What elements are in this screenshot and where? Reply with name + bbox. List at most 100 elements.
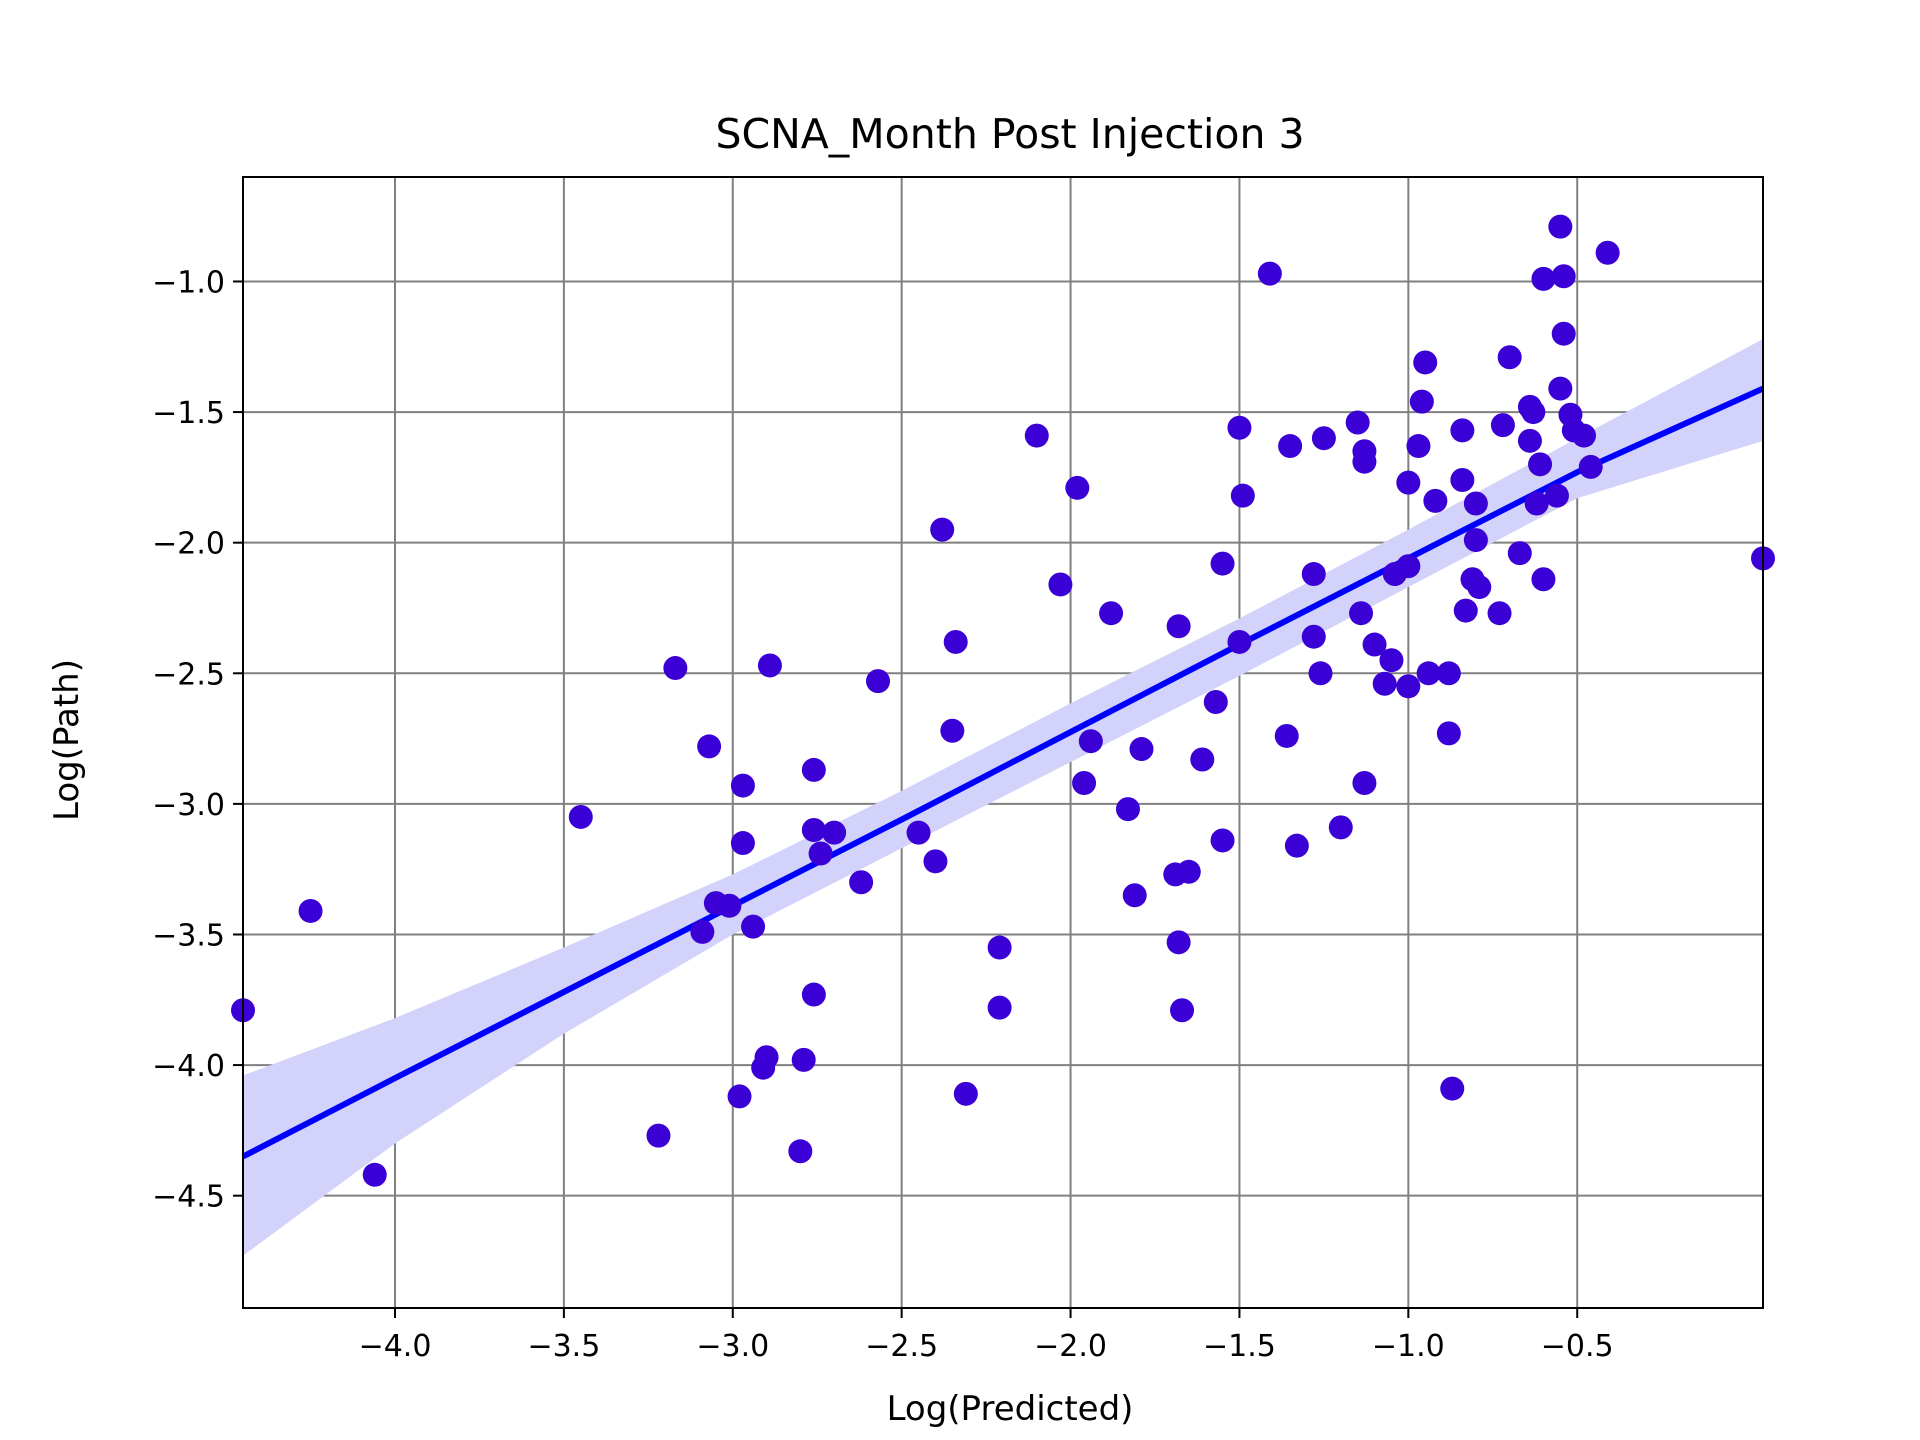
data-point	[866, 669, 891, 694]
data-point	[1453, 598, 1478, 623]
data-point	[1115, 797, 1140, 822]
data-point	[690, 919, 715, 944]
data-point	[1352, 770, 1377, 795]
data-point	[1463, 491, 1488, 516]
data-point	[953, 1081, 978, 1106]
data-point	[1467, 575, 1492, 600]
data-point	[822, 820, 847, 845]
data-point	[1463, 528, 1488, 553]
data-point	[1524, 491, 1549, 516]
data-point	[298, 898, 323, 923]
data-point	[663, 656, 688, 681]
data-point	[943, 629, 968, 654]
y-tick-label: −4.0	[152, 1049, 225, 1084]
data-point	[1423, 488, 1448, 513]
data-point	[1257, 261, 1282, 286]
x-tick-label: −1.5	[1203, 1329, 1276, 1364]
data-point	[1571, 423, 1596, 448]
data-point	[1521, 400, 1546, 425]
data-point	[1024, 423, 1049, 448]
y-tick-label: −4.5	[152, 1180, 225, 1215]
data-point	[940, 718, 965, 743]
x-axis-label: Log(Predicted)	[887, 1389, 1134, 1429]
x-tick-label: −3.5	[527, 1329, 600, 1364]
data-point	[697, 734, 722, 759]
data-point	[1450, 418, 1475, 443]
data-point	[757, 653, 782, 678]
data-point	[801, 818, 826, 843]
data-point	[1072, 770, 1097, 795]
data-point	[1578, 454, 1603, 479]
data-point	[1328, 815, 1353, 840]
data-point	[1531, 266, 1556, 291]
data-point	[754, 1045, 779, 1070]
data-point	[1372, 671, 1397, 696]
data-point	[1227, 415, 1252, 440]
data-point	[1230, 483, 1255, 508]
data-point	[1379, 648, 1404, 673]
data-point	[1528, 452, 1553, 477]
data-point	[1284, 833, 1309, 858]
x-tick-label: −3.0	[696, 1329, 769, 1364]
data-point	[788, 1139, 813, 1164]
data-point	[362, 1162, 387, 1187]
data-point	[1396, 674, 1421, 699]
data-point	[1517, 428, 1542, 453]
y-tick-label: −1.5	[152, 396, 225, 431]
data-point	[1487, 601, 1512, 626]
data-point	[730, 773, 755, 798]
y-tick-label: −2.0	[152, 527, 225, 562]
data-point	[646, 1123, 671, 1148]
y-tick-label: −3.5	[152, 918, 225, 953]
data-point	[1595, 240, 1620, 265]
data-point	[808, 841, 833, 866]
x-axis-ticks: −4.0 −3.5 −3.0 −2.5 −2.0 −1.5 −1.0 −0.5	[359, 1308, 1614, 1364]
data-point	[730, 831, 755, 856]
data-point	[1227, 629, 1252, 654]
data-point	[906, 820, 931, 845]
data-point	[1203, 690, 1228, 715]
data-point	[1166, 930, 1191, 955]
data-point	[1396, 554, 1421, 579]
data-point	[1349, 601, 1374, 626]
x-tick-label: −2.0	[1034, 1329, 1107, 1364]
data-point	[1278, 434, 1303, 459]
scatter-points	[231, 214, 1775, 1187]
x-tick-label: −2.5	[865, 1329, 938, 1364]
data-point	[1099, 601, 1124, 626]
regression-line	[241, 385, 1765, 1160]
data-point	[1436, 721, 1461, 746]
data-point	[1210, 828, 1235, 853]
y-tick-label: −1.0	[152, 265, 225, 300]
y-axis-ticks: −1.0 −1.5 −2.0 −2.5 −3.0 −3.5 −4.0 −4.5	[152, 265, 243, 1215]
data-point	[1308, 661, 1333, 686]
data-point	[1176, 859, 1201, 884]
confidence-band-layer	[243, 338, 1763, 1256]
data-point	[1078, 729, 1103, 754]
data-point	[1345, 410, 1370, 435]
confidence-band	[243, 338, 1763, 1256]
y-axis-label: Log(Path)	[47, 659, 87, 821]
data-point	[1210, 551, 1235, 576]
data-point	[1352, 449, 1377, 474]
data-point	[1065, 475, 1090, 500]
data-point	[930, 517, 955, 542]
data-point	[801, 982, 826, 1007]
data-point	[1170, 998, 1195, 1023]
data-point	[1274, 723, 1299, 748]
data-point	[1450, 467, 1475, 492]
data-point	[1301, 624, 1326, 649]
data-point	[791, 1047, 816, 1072]
data-point	[1362, 632, 1387, 657]
data-point	[1122, 883, 1147, 908]
y-tick-label: −3.0	[152, 788, 225, 823]
data-point	[1301, 562, 1326, 587]
chart-title: SCNA_Month Post Injection 3	[715, 110, 1304, 158]
data-point	[727, 1084, 752, 1109]
data-point	[1548, 214, 1573, 239]
data-point	[1190, 747, 1215, 772]
data-point	[1544, 483, 1569, 508]
data-point	[1548, 376, 1573, 401]
data-point	[1551, 321, 1576, 346]
